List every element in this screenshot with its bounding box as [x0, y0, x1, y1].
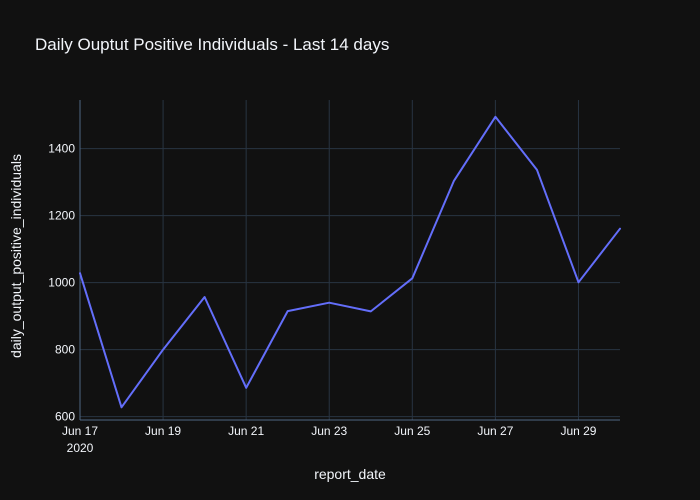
- x-tick-label: Jun 25: [394, 424, 430, 438]
- x-gridlines: [162, 100, 579, 420]
- y-tick-labels: 600 800 1000 1200 1400: [48, 142, 75, 424]
- series-group: [79, 115, 621, 409]
- chart-title: Daily Ouptut Positive Individuals - Last…: [35, 35, 389, 54]
- x-tick-label: Jun 23: [311, 424, 347, 438]
- x-axis-title: report_date: [314, 466, 386, 482]
- y-tick-label: 1000: [48, 276, 75, 290]
- x-tick-label: Jun 21: [228, 424, 264, 438]
- y-tick-label: 600: [55, 410, 75, 424]
- x-tick-sublabel: 2020: [67, 441, 94, 455]
- y-tick-label: 1400: [48, 142, 75, 156]
- x-tick-label: Jun 27: [477, 424, 513, 438]
- x-tick-label: Jun 29: [560, 424, 596, 438]
- y-axis-title: daily_output_positive_individuals: [8, 154, 24, 358]
- x-tick-label: Jun 19: [145, 424, 181, 438]
- y-tick-label: 800: [55, 343, 75, 357]
- y-gridlines: [80, 148, 620, 418]
- y-tick-label: 1200: [48, 209, 75, 223]
- series-line: [79, 115, 621, 409]
- x-tick-label: Jun 17: [62, 424, 98, 438]
- x-tick-labels: Jun 17 2020 Jun 19 Jun 21 Jun 23 Jun 25 Jun 27…: [62, 424, 597, 455]
- axes: [79, 100, 620, 421]
